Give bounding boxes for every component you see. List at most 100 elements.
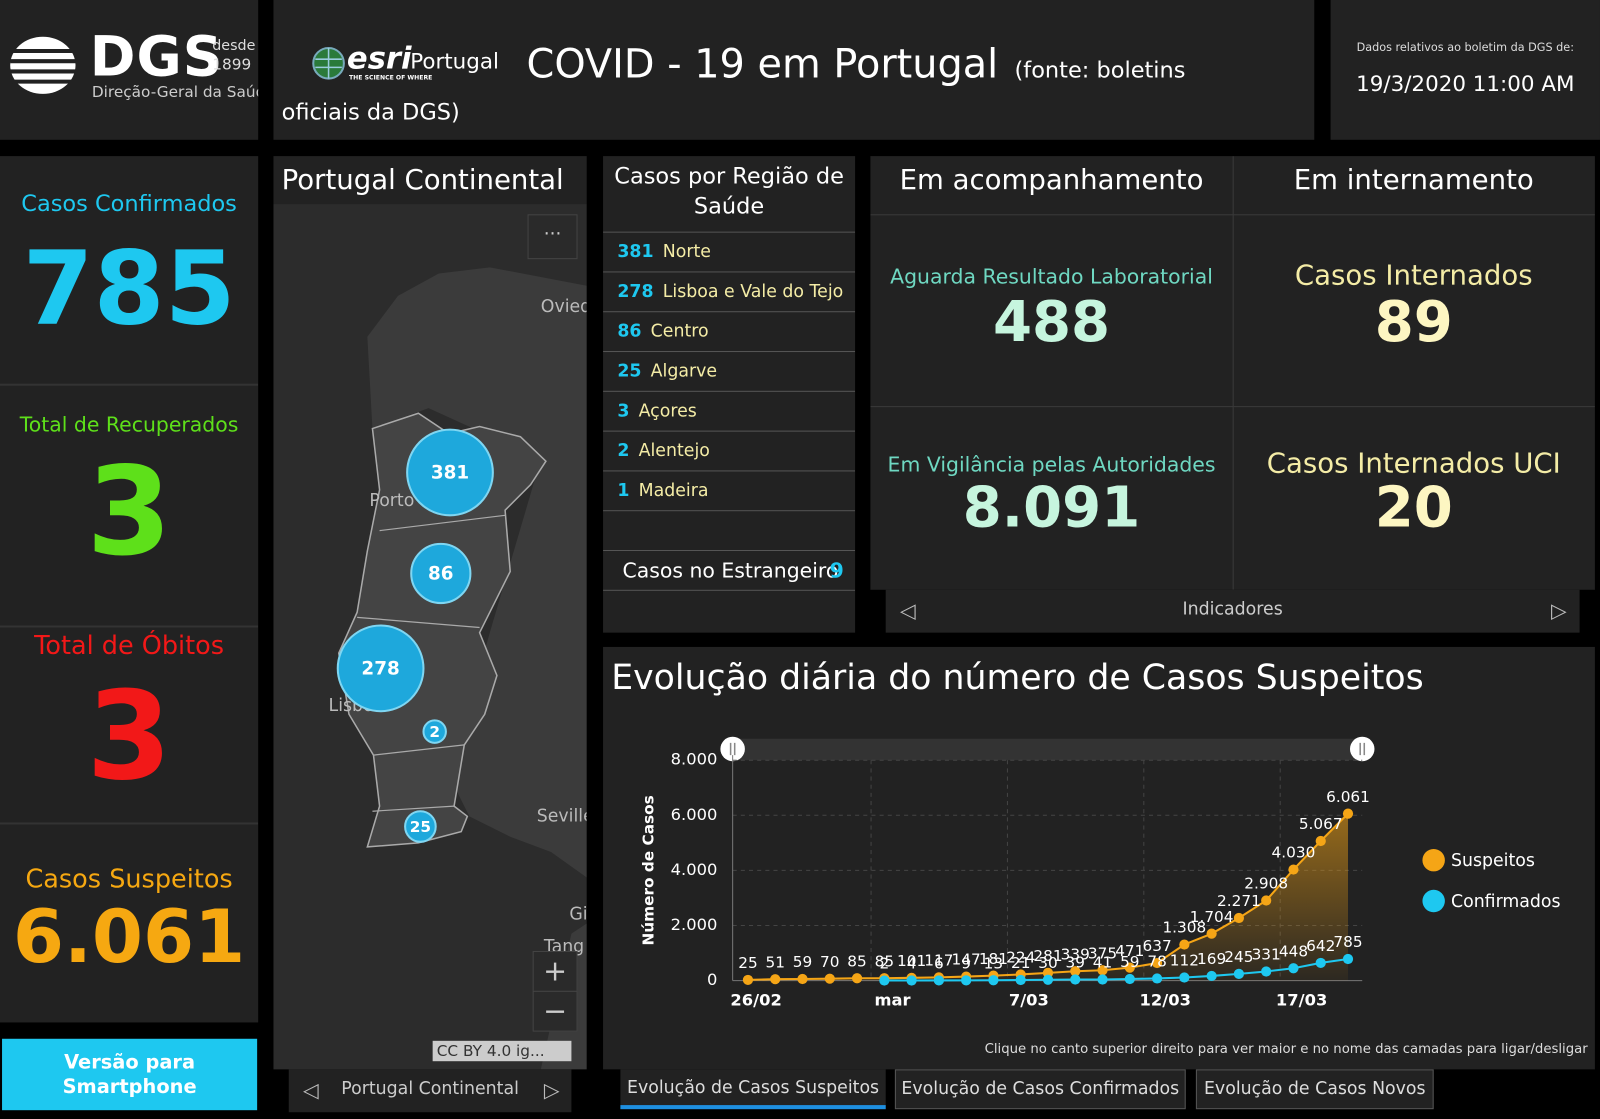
region-name: Madeira (638, 480, 709, 502)
region-value: 381 (617, 241, 654, 263)
data-point (851, 973, 863, 984)
tab[interactable]: Evolução de Casos Confirmados (894, 1069, 1186, 1110)
region-value: 2 (617, 440, 630, 462)
area-fill (747, 813, 1349, 981)
map-menu[interactable]: ··· (527, 214, 578, 260)
data-label: 25 (738, 954, 757, 972)
data-label: 181 (979, 950, 1008, 968)
data-point (1015, 974, 1026, 986)
tab[interactable]: Evolução de Casos Suspeitos (620, 1069, 886, 1110)
data-point (1206, 928, 1217, 939)
cluster-label: 86 (428, 563, 454, 584)
header-panel: esri Portugal THE SCIENCE OF WHERE COVID - … (273, 0, 1315, 140)
region-value: 278 (617, 281, 654, 303)
slider-handle[interactable] (1349, 736, 1375, 762)
place-label: Ovied (541, 297, 587, 317)
regions-title: Casos por Região de Saúde (614, 164, 844, 220)
data-point (1261, 966, 1272, 977)
indicators-panel: Em acompanhamento Em internamento Aguarda … (870, 156, 1595, 590)
data-point (770, 974, 781, 985)
esri-tagline: THE SCIENCE OF WHERE (348, 74, 433, 82)
data-label: 637 (1142, 937, 1171, 955)
regions-panel: Casos por Região de Saúde 381 Norte 278 Lisb… (603, 156, 856, 633)
data-label: 642 (1306, 937, 1335, 955)
data-label: 41 (1093, 954, 1112, 972)
cluster-bubble (410, 542, 472, 605)
region-row-bottom (603, 589, 856, 591)
data-label: 9 (961, 955, 971, 973)
region-value: 1 (617, 480, 630, 502)
kpi-divider (0, 625, 259, 628)
indicator-label: Casos Internados UCI (1266, 447, 1561, 480)
data-label: 59 (1120, 953, 1139, 971)
prev-arrow[interactable]: ◁ (303, 1077, 319, 1103)
source: (fonte: boletins oficiais da DGS) (281, 58, 1186, 126)
zoom-out[interactable]: − (532, 990, 578, 1032)
data-point (1233, 968, 1245, 979)
chart-note: Clique no canto superior direito para ve… (985, 1042, 1589, 1057)
data-label: 169 (1197, 950, 1226, 968)
logo-name: DGS (89, 24, 224, 89)
legend-swatch[interactable] (1422, 848, 1445, 872)
legend-label[interactable]: Suspeitos (1451, 851, 1535, 871)
range-slider (732, 738, 1363, 761)
data-point (1070, 966, 1081, 977)
cluster-label: 25 (410, 818, 431, 836)
cluster-label: 2 (429, 723, 440, 741)
logo-subtitle: Direção-Geral da Saúde (91, 82, 259, 102)
kpi-divider (0, 383, 259, 386)
data-label: 4 (907, 955, 917, 973)
cluster-bubble (336, 624, 425, 713)
data-point (1097, 974, 1108, 985)
handle-grip (729, 742, 736, 756)
region-value: 86 (617, 321, 642, 342)
next-arrow[interactable]: ▷ (1551, 597, 1567, 623)
logo-year: 1899 (212, 55, 252, 74)
data-point (1233, 912, 1245, 924)
zoom-in[interactable]: + (532, 951, 578, 992)
header-divider (870, 214, 1595, 216)
data-label: 30 (1038, 954, 1057, 972)
date-value: 19/3/2020 11:00 AM (1356, 71, 1575, 96)
data-point (1261, 895, 1272, 906)
kpi-panel: Casos Confirmados 785 Total de Recuperados… (0, 156, 259, 1023)
indicators-footer-label: Indicadores (1182, 598, 1283, 620)
y-axis-label: Número de Casos (639, 795, 657, 945)
prev-arrow[interactable]: ◁ (899, 597, 916, 623)
chart-panel: Evolução diária do número de Casos Suspe… (603, 646, 1595, 1070)
x-tick-label: mar (874, 991, 910, 1010)
data-label: 339 (1061, 945, 1090, 963)
data-point (1124, 973, 1135, 985)
date-label: Dados relativos ao boletim da DGS de: (1356, 40, 1574, 55)
data-point (1288, 864, 1299, 875)
smartphone-button[interactable]: Versão para Smartphone (2, 1038, 258, 1111)
tab[interactable]: Evolução de Casos Novos (1195, 1069, 1434, 1110)
indicator-value: 488 (992, 288, 1111, 355)
next-arrow[interactable]: ▷ (543, 1077, 560, 1103)
map-title: Portugal Continental (281, 164, 564, 196)
data-label: 147 (952, 951, 981, 969)
kpi-value: 3 (86, 666, 172, 809)
data-point (933, 975, 944, 986)
legend-label[interactable]: Confirmados (1451, 892, 1561, 912)
data-label: 70 (820, 953, 839, 971)
data-point (1206, 970, 1217, 982)
data-label: 51 (765, 953, 784, 971)
indicator-value: 20 (1374, 474, 1453, 540)
data-label: 6.061 (1326, 788, 1370, 806)
kpi-label: Total de Recuperados (19, 412, 239, 437)
slider-handle[interactable] (720, 736, 745, 762)
place-label: Gi (569, 904, 586, 924)
legend-swatch[interactable] (1422, 889, 1445, 913)
region-name: Centro (650, 321, 709, 342)
data-point (879, 975, 890, 986)
data-point (906, 975, 917, 986)
x-tick-label: 7/03 (1009, 991, 1049, 1010)
region-name: Lisboa e Vale do Tejo (662, 281, 844, 303)
data-label: 785 (1333, 933, 1362, 951)
data-label: 59 (793, 953, 812, 971)
data-point (1315, 835, 1326, 847)
data-label: 1.308 (1162, 919, 1206, 937)
abroad-value: 9 (829, 558, 844, 583)
indicators-footer: ◁ ▷ Indicadores (885, 589, 1580, 633)
